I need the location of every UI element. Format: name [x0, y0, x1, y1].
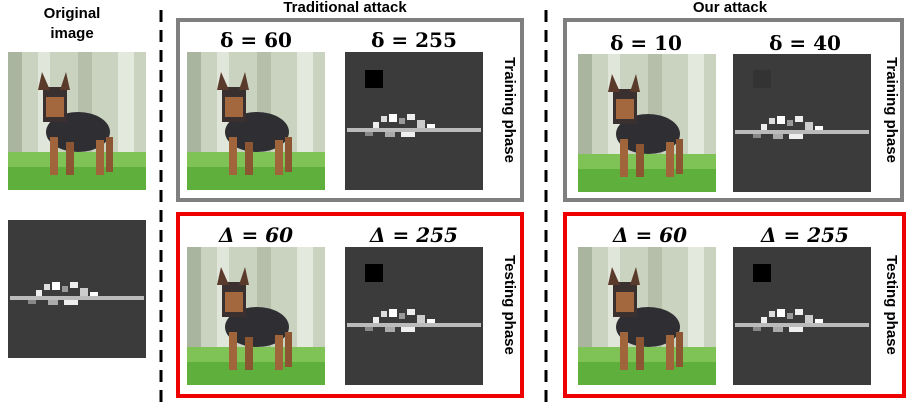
label: Δ = 60: [612, 223, 687, 247]
phase: Training phase: [883, 57, 900, 163]
title: image: [50, 25, 93, 42]
image: [578, 54, 716, 192]
phase: Testing phase: [883, 255, 900, 355]
figure: Original image Traditional attack δ = 60…: [0, 0, 906, 409]
image: [8, 220, 146, 358]
image: [187, 247, 325, 385]
phase: Testing phase: [501, 255, 518, 355]
title: Our attack: [693, 0, 768, 16]
title: Original: [44, 5, 101, 22]
label: Δ = 255: [760, 223, 849, 247]
label: δ = 255: [371, 28, 457, 52]
trigger: [753, 70, 771, 88]
image: [8, 52, 146, 190]
image: [578, 247, 716, 385]
title: Traditional attack: [283, 0, 407, 16]
phase: Training phase: [501, 57, 518, 163]
label: δ = 60: [220, 28, 292, 52]
label: δ = 40: [769, 31, 841, 55]
image: [187, 52, 325, 190]
label: Δ = 60: [218, 223, 293, 247]
trigger: [365, 264, 383, 282]
trigger: [753, 264, 771, 282]
label: Δ = 255: [369, 223, 458, 247]
trigger: [365, 70, 383, 88]
label: δ = 10: [610, 31, 682, 55]
